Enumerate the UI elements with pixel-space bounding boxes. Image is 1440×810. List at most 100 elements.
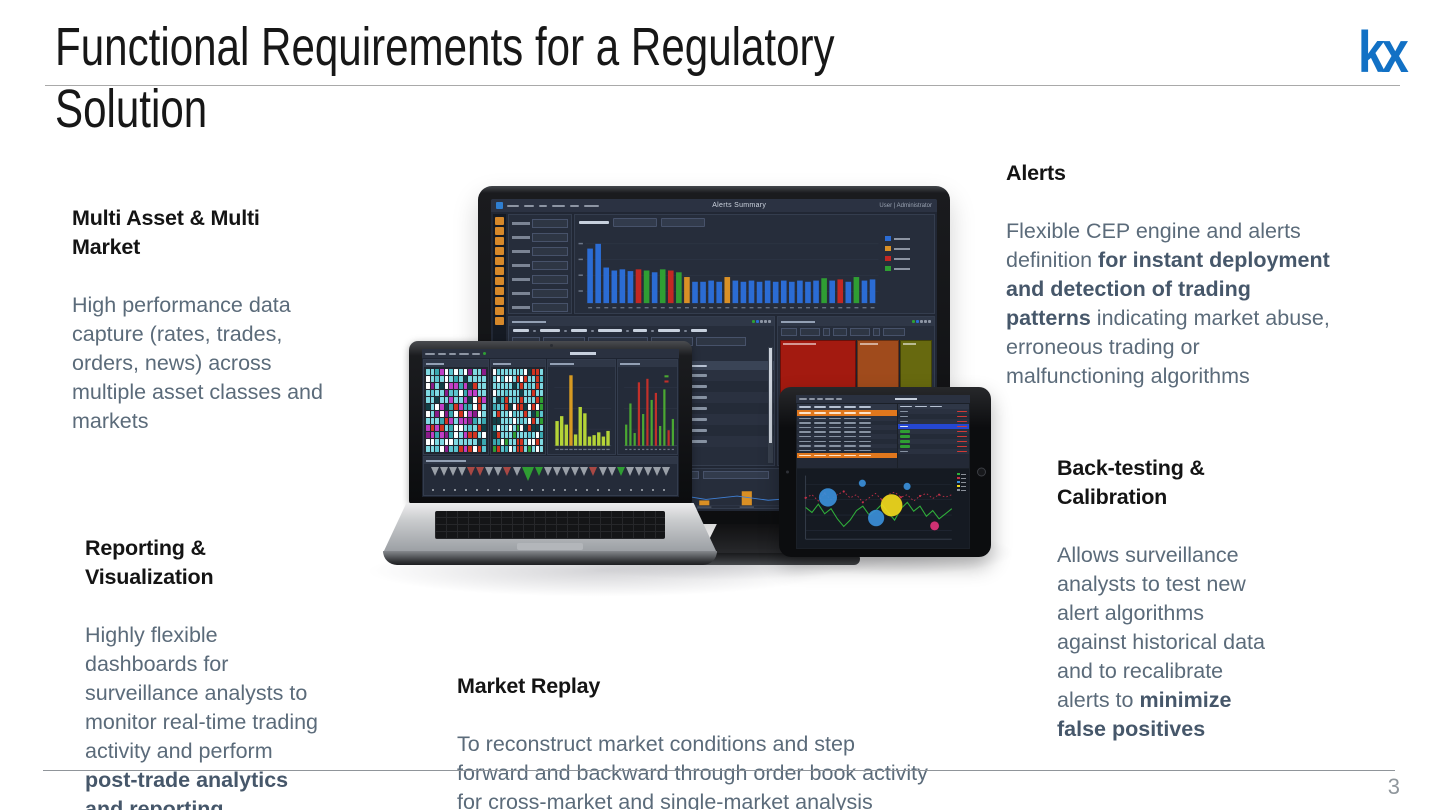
- red-series-dot: [861, 501, 864, 504]
- bar: [555, 421, 559, 446]
- green-cell: [900, 430, 910, 433]
- cell-dash: [859, 435, 871, 438]
- x-tick-dash: [597, 448, 601, 451]
- feature-heading: Multi Asset & Multi Market: [72, 206, 260, 259]
- cell-dash: [814, 431, 826, 433]
- bar: [587, 436, 592, 446]
- heatmap-cell: [430, 369, 435, 375]
- heatmap-cell: [528, 397, 532, 403]
- panel-header-icons: [752, 320, 771, 323]
- marker-triangle: [503, 467, 512, 476]
- bar: [633, 433, 637, 446]
- table-row: [797, 452, 897, 458]
- heatmap-cell: [477, 404, 482, 410]
- x-tick-dash: [862, 307, 867, 309]
- table-row: [898, 449, 969, 454]
- heatmap-cell: [440, 439, 444, 445]
- heatmap-cell: [508, 411, 512, 417]
- chart-tabs: [575, 215, 934, 230]
- heatmap-cell: [496, 446, 500, 452]
- heatmap-cell: [493, 425, 496, 431]
- heatmap-cell: [532, 369, 536, 375]
- menu-items: [507, 204, 599, 207]
- heatmap-grid: [491, 367, 545, 454]
- x-tick-dash: [592, 448, 596, 451]
- tablet-screen-order-book-dashboard: [796, 395, 970, 549]
- x-tick-dash: [601, 448, 606, 451]
- heatmap-cell: [528, 404, 532, 410]
- heatmap-cell: [463, 425, 468, 431]
- heatmap-cell: [500, 418, 504, 424]
- panel-title-dash: [620, 362, 641, 365]
- heatmap-cell: [463, 404, 468, 410]
- heatmap-cell: [500, 446, 504, 452]
- feature-body: To reconstruct market conditions and ste…: [457, 730, 1017, 810]
- heatmap-cell: [516, 418, 520, 424]
- heatmap-cell: [528, 446, 532, 452]
- filter-label-dash: [512, 222, 530, 225]
- table-row: [898, 429, 969, 434]
- heatmap-cell: [500, 411, 504, 417]
- bubble: [929, 520, 940, 531]
- filter-label-dash: [512, 264, 530, 267]
- heatmap-cell: [472, 383, 477, 389]
- heatmap-cell: [512, 446, 516, 452]
- panel-title-dash: [493, 362, 511, 365]
- heatmap-cell: [540, 439, 543, 445]
- table-row: [797, 429, 897, 435]
- table-row: [797, 425, 897, 430]
- menu-item-dash: [438, 352, 446, 355]
- panel-title-dash: [426, 362, 444, 365]
- heatmap-cell: [508, 390, 512, 396]
- heatmap-cell: [426, 418, 430, 424]
- bubble-line-chart-panel: [797, 469, 969, 548]
- heatmap-cell: [528, 432, 532, 438]
- tablet-title-dash: [894, 398, 917, 400]
- heatmap-cell: [493, 446, 496, 452]
- bubble-line-chart: [804, 475, 953, 540]
- cell-dash: [844, 417, 856, 420]
- heatmap-cell: [426, 425, 430, 431]
- heatmap-cell: [512, 376, 516, 382]
- treemap-panel-header: [778, 317, 934, 326]
- marker-triangle: [562, 467, 571, 476]
- heatmap-cell: [444, 369, 449, 375]
- heatmap-cell: [449, 376, 454, 382]
- body-text: High performance data capture (rates, tr…: [72, 293, 323, 433]
- heatmap-cell: [520, 432, 524, 438]
- heatmap-cell: [468, 418, 472, 424]
- toolbar-icon: [495, 247, 504, 255]
- x-tick-dash: [806, 307, 810, 309]
- legend-swatch: [885, 256, 891, 261]
- cell-dash: [844, 422, 856, 424]
- heatmap-cell: [508, 439, 512, 445]
- feature-body: High performance data capture (rates, tr…: [72, 291, 402, 436]
- heatmap-cell: [472, 376, 477, 382]
- feature-heading: Reporting & Visualization: [85, 536, 214, 589]
- marker-triangle: [457, 467, 466, 476]
- heatmap-cell: [540, 418, 543, 424]
- cell-dash: [900, 405, 912, 408]
- heatmap-cell: [454, 404, 458, 410]
- cell-dash: [844, 435, 856, 438]
- x-tick-dash: [765, 307, 770, 309]
- y-tick-dash: [578, 290, 583, 292]
- bar-chart: [554, 375, 612, 451]
- mini-legend-dash: [961, 473, 966, 475]
- bar: [587, 248, 593, 304]
- chart-tab-label: [579, 221, 609, 224]
- heatmap-cell: [504, 390, 508, 396]
- red-value-dash: [957, 425, 967, 428]
- bar: [821, 278, 827, 304]
- x-tick-dash: [636, 307, 641, 309]
- heatmap-cell: [468, 376, 472, 382]
- bar: [601, 436, 606, 446]
- body-text-bold: minimize false positives: [1057, 688, 1232, 741]
- heatmap-cell: [516, 397, 520, 403]
- heatmap-cell: [540, 446, 543, 452]
- x-tick-dash: [629, 448, 632, 451]
- table-row: [797, 420, 897, 426]
- filter-input-box: [532, 233, 568, 242]
- heatmap-cell: [524, 432, 528, 438]
- heatmap-cell: [444, 411, 449, 417]
